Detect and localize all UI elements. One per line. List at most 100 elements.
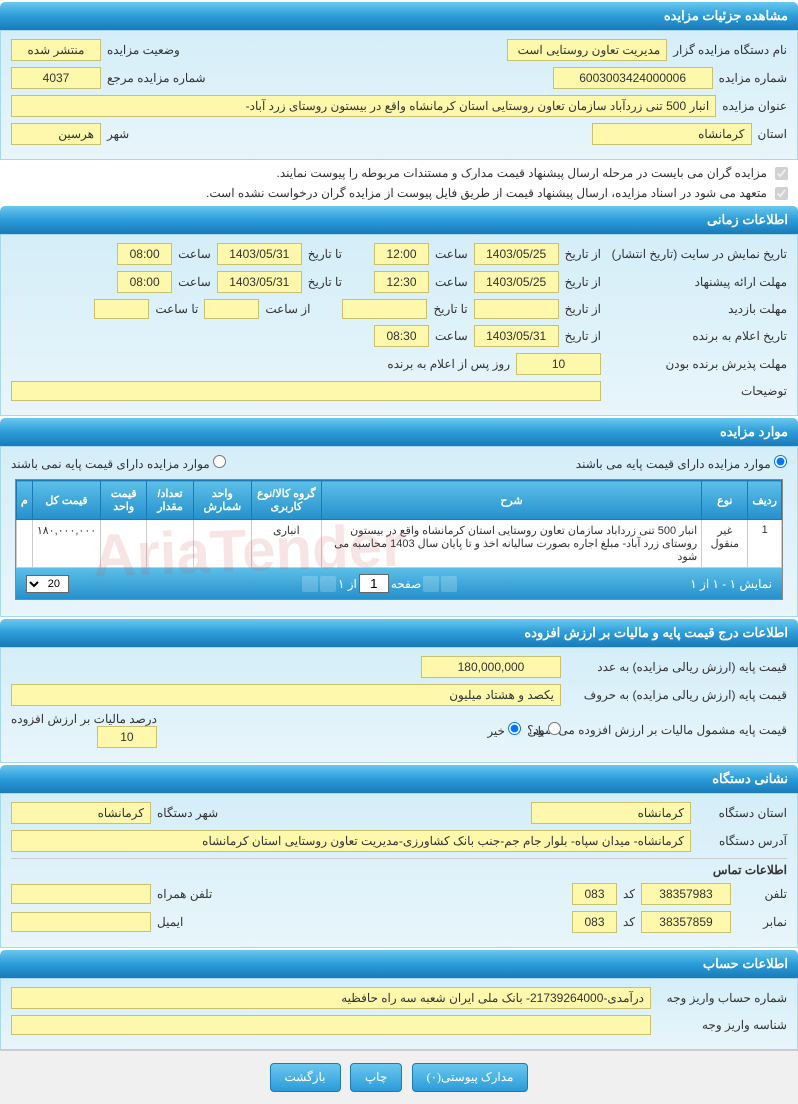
pager-prev-icon[interactable] [423, 576, 439, 592]
org-label: نام دستگاه مزایده گزار [673, 43, 787, 57]
vat-yes-label[interactable]: بلی [527, 722, 561, 738]
visit-from-date [474, 299, 559, 319]
org-value: مدیریت تعاون روستایی است [507, 39, 667, 61]
org-address-value: کرمانشاه- میدان سپاه- بلوار جام جم-جنب ب… [11, 830, 691, 852]
table-cell: انبار 500 تنی زرداباد سازمان تعاون روستا… [321, 520, 701, 568]
table-header-cell: گروه کالا/نوع کاربری [251, 481, 321, 520]
hour-label-5: ساعت [435, 329, 468, 343]
desc-label: توضیحات [607, 384, 787, 398]
org-address-label: آدرس دستگاه [697, 834, 787, 848]
base-num-label: قیمت پایه (ارزش ریالی مزایده) به عدد [567, 660, 787, 674]
check1-checkbox [775, 167, 788, 180]
hour-label-1: ساعت [435, 247, 468, 261]
table-header-cell: واحد شمارش [193, 481, 251, 520]
has-base-text: موارد مزایده دارای قیمت پایه می باشند [576, 457, 771, 471]
city-label: شهر [107, 127, 129, 141]
org-section-header: نشانی دستگاه [0, 765, 798, 793]
vat-no-radio[interactable] [508, 722, 521, 735]
org-city-label: شهر دستگاه [157, 806, 218, 820]
to-label-2: تا تاریخ [308, 275, 342, 289]
offer-label: مهلت ارائه پیشنهاد [607, 275, 787, 289]
city-value: هرسین [11, 123, 101, 145]
vat-pct-value: 10 [97, 726, 157, 748]
account-number-value: درآمدی-21739264000- بانک ملی ایران شعبه … [11, 987, 651, 1009]
check2-checkbox [775, 187, 788, 200]
vat-pct-label: درصد مالیات بر ارزش افزوده [11, 712, 157, 726]
base-word-value: یکصد و هشتاد میلیون [11, 684, 561, 706]
contact-header: اطلاعات تماس [713, 863, 787, 877]
print-button[interactable]: چاپ [350, 1063, 402, 1092]
province-value: کرمانشاه [592, 123, 752, 145]
no-base-radio-label[interactable]: موارد مزایده دارای قیمت پایه نمی باشند [11, 455, 226, 471]
to-label-3: تا تاریخ [433, 302, 467, 316]
winner-date: 1403/05/31 [474, 325, 559, 347]
table-header-cell: شرح [321, 481, 701, 520]
time-section-body: تاریخ نمایش در سایت (تاریخ انتشار) از تا… [0, 234, 798, 416]
title-label: عنوان مزایده [722, 99, 787, 113]
pager-page-input[interactable] [359, 574, 389, 593]
vat-yes-text: بلی [527, 724, 544, 738]
fax-value: 38357859 [641, 911, 731, 933]
pager-last-icon[interactable] [302, 576, 318, 592]
attachments-button[interactable]: مدارک پیوستی(۰) [412, 1063, 529, 1092]
items-table: ردیفنوعشرحگروه کالا/نوع کاربریواحد شمارش… [16, 480, 782, 568]
org-section-body: استان دستگاه کرمانشاه شهر دستگاه کرمانشا… [0, 793, 798, 948]
from-label-4: از تاریخ [565, 329, 601, 343]
number-value: 6003003424000006 [553, 67, 713, 89]
account-section-body: شماره حساب واریز وجه درآمدی-21739264000-… [0, 978, 798, 1050]
account-id-label: شناسه واریز وجه [657, 1018, 787, 1032]
check2-text: متعهد می شود در اسناد مزایده، ارسال پیشن… [206, 186, 767, 200]
pager-display: نمایش ۱ - ۱ از ۱ [690, 577, 772, 591]
visit-label: مهلت بازدید [607, 302, 787, 316]
table-header-cell: قیمت کل [32, 481, 100, 520]
winner-time: 08:30 [374, 325, 429, 347]
email-value [11, 912, 151, 932]
pager-size-select[interactable]: 20 [26, 575, 69, 593]
org-province-label: استان دستگاه [697, 806, 787, 820]
org-city-value: کرمانشاه [11, 802, 151, 824]
visit-to-date [342, 299, 427, 319]
visit-from-time [204, 299, 259, 319]
table-cell: انباری [251, 520, 321, 568]
table-cell: 1 [748, 520, 782, 568]
fax-label: نمابر [737, 915, 787, 929]
display-from-date: 1403/05/25 [474, 243, 559, 265]
table-cell [101, 520, 147, 568]
price-section-body: قیمت پایه (ارزش ریالی مزایده) به عدد 180… [0, 647, 798, 763]
offer-to-time: 08:00 [117, 271, 172, 293]
table-cell [147, 520, 194, 568]
has-base-radio-label[interactable]: موارد مزایده دارای قیمت پایه می باشند [576, 455, 787, 471]
display-to-date: 1403/05/31 [217, 243, 302, 265]
accept-suffix: روز پس از اعلام به برنده [387, 357, 510, 371]
phone-label: تلفن [737, 887, 787, 901]
has-base-radio[interactable] [774, 455, 787, 468]
ref-value: 4037 [11, 67, 101, 89]
no-base-radio[interactable] [213, 455, 226, 468]
time-section-header: اطلاعات زمانی [0, 206, 798, 234]
from-label-2: از تاریخ [565, 275, 601, 289]
offer-from-time: 12:30 [374, 271, 429, 293]
table-header-cell: تعداد/مقدار [147, 481, 194, 520]
province-label: استان [758, 127, 787, 141]
pager-of-label: از ۱ [338, 577, 357, 591]
table-cell [193, 520, 251, 568]
back-button[interactable]: بازگشت [270, 1063, 341, 1092]
from-label-1: از تاریخ [565, 247, 601, 261]
phone-code-value: 083 [572, 883, 617, 905]
vat-yes-radio[interactable] [548, 722, 561, 735]
table-header-cell: نوع [702, 481, 748, 520]
check1-text: مزایده گران می بایست در مرحله ارسال پیشن… [277, 166, 767, 180]
pager-first-icon[interactable] [441, 576, 457, 592]
from-label-3: از تاریخ [565, 302, 601, 316]
pager-next-icon[interactable] [320, 576, 336, 592]
account-number-label: شماره حساب واریز وجه [657, 991, 787, 1005]
vat-no-label[interactable]: خیر [487, 722, 521, 738]
org-province-value: کرمانشاه [531, 802, 691, 824]
pager-bar: نمایش ۱ - ۱ از ۱ صفحه از ۱ 20 [16, 568, 782, 599]
title-value: انبار 500 تنی زردآباد سازمان تعاون روستا… [11, 95, 716, 117]
bottom-buttons: مدارک پیوستی(۰) چاپ بازگشت [0, 1050, 798, 1104]
no-base-text: موارد مزایده دارای قیمت پایه نمی باشند [11, 457, 210, 471]
table-row: 1غیر منقولانبار 500 تنی زرداباد سازمان ت… [17, 520, 782, 568]
email-label: ایمیل [157, 915, 183, 929]
table-header-cell: م [17, 481, 33, 520]
